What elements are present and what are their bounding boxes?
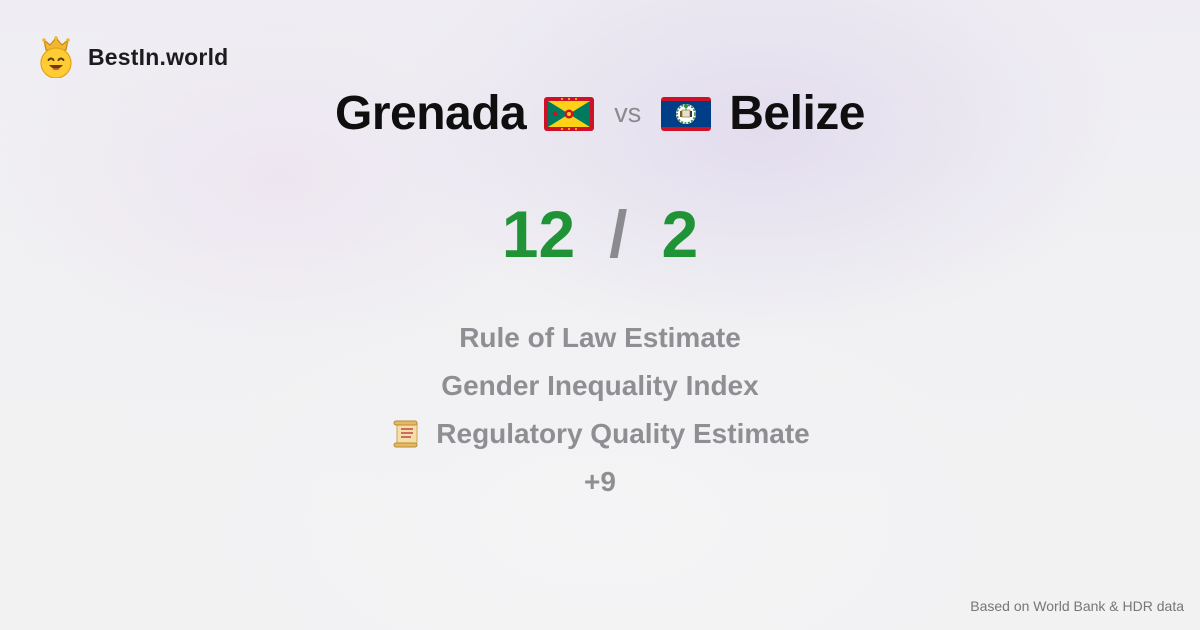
metric-item: Gender Inequality Index <box>441 362 758 410</box>
right-country-name: Belize <box>729 87 865 140</box>
metric-label: Gender Inequality Index <box>441 370 759 401</box>
brand-name: BestIn.world <box>88 43 229 70</box>
comparison-headline: Grenada vs <box>0 86 1200 141</box>
brand-logo[interactable]: BestIn.world <box>38 36 228 78</box>
left-score: 12 <box>501 197 576 271</box>
grenada-flag-icon <box>544 96 595 131</box>
metric-item: Rule of Law Estimate <box>459 314 741 362</box>
metrics-list: Rule of Law Estimate Gender Inequality I… <box>0 314 1200 506</box>
more-metrics-count: +9 <box>584 458 616 506</box>
metric-label: Regulatory Quality Estimate <box>436 418 810 449</box>
right-score: 2 <box>661 197 699 271</box>
crowned-smiley-icon <box>38 36 74 78</box>
score-display: 12 / 2 <box>0 196 1200 272</box>
belize-flag-icon <box>661 96 712 131</box>
vs-label: vs <box>614 98 642 128</box>
metric-label: Rule of Law Estimate <box>459 322 741 353</box>
left-country-name: Grenada <box>335 87 527 140</box>
metric-item: Regulatory Quality Estimate <box>390 410 810 458</box>
scroll-icon <box>390 418 422 450</box>
data-source-note: Based on World Bank & HDR data <box>970 598 1184 614</box>
score-separator: / <box>609 197 628 271</box>
metric-label: +9 <box>584 466 616 497</box>
